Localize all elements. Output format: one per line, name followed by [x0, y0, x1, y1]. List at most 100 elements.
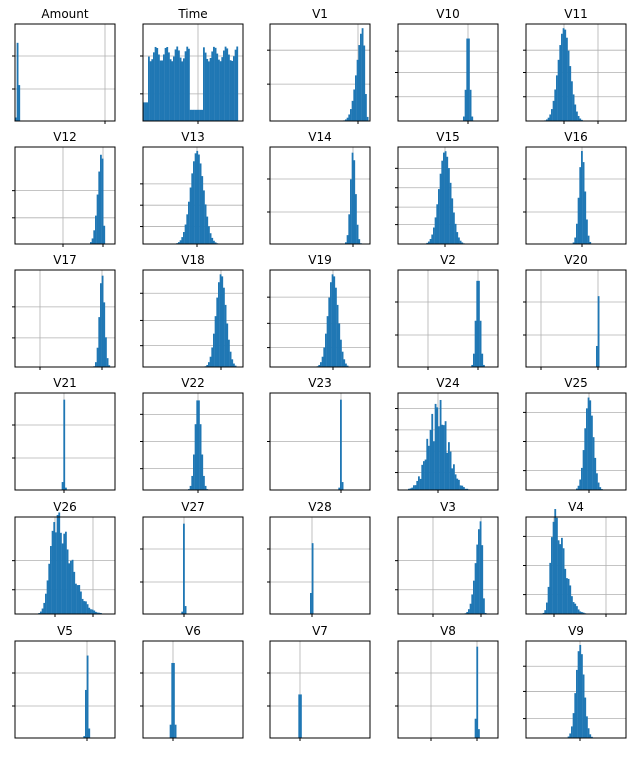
histogram-bar	[189, 187, 192, 244]
histogram-bar	[341, 482, 344, 490]
histogram-bar	[436, 407, 439, 490]
histogram-bar	[552, 100, 555, 121]
panel-title: V17	[53, 253, 76, 267]
plot-frame	[269, 640, 371, 739]
histogram-bar	[184, 224, 187, 244]
histogram-bar	[198, 109, 200, 121]
panel-title: Amount	[41, 7, 88, 21]
histogram-bar	[178, 242, 180, 244]
panel-v15: V15	[395, 130, 499, 247]
histogram-bar	[146, 102, 149, 121]
histogram-bar	[363, 45, 366, 121]
histogram-bar	[223, 50, 225, 121]
histogram-bar	[408, 488, 410, 490]
histogram-bar	[569, 66, 572, 121]
plot-frame	[397, 146, 499, 245]
histogram-bar	[584, 697, 587, 738]
histogram-bar	[186, 214, 189, 244]
histogram-bar	[439, 399, 442, 490]
histogram-bar	[587, 728, 590, 738]
histogram-bar	[189, 485, 192, 490]
histogram-bar	[96, 194, 99, 244]
histogram-bar	[456, 478, 459, 490]
histogram-bar	[556, 75, 558, 121]
plot-frame	[269, 516, 371, 615]
histogram-bar	[48, 563, 51, 614]
histogram-bar	[86, 604, 89, 614]
histogram-bar	[183, 58, 185, 121]
histogram-bar	[572, 713, 575, 738]
histogram-bar	[45, 593, 47, 614]
histogram-bar	[586, 408, 588, 490]
histogram-bar	[203, 475, 205, 490]
histogram-bar	[478, 529, 480, 614]
histogram-bar	[73, 571, 76, 614]
histogram-bar	[201, 176, 204, 244]
plot-frame	[142, 640, 244, 739]
panel-title: V6	[185, 624, 201, 638]
histogram-bar	[572, 602, 575, 614]
histogram-bar	[191, 475, 194, 490]
histogram-bar	[88, 607, 91, 614]
histogram-bar	[346, 117, 349, 121]
histogram-bar	[569, 585, 572, 614]
histogram-bar	[596, 345, 598, 367]
histogram-bar	[466, 488, 469, 490]
panel-title: V8	[440, 624, 456, 638]
histogram-bar	[579, 611, 582, 614]
panel-title: V14	[308, 130, 331, 144]
histogram-bar	[61, 543, 64, 614]
histogram-bar	[96, 347, 99, 367]
histogram-bar	[15, 117, 17, 121]
histogram-bar	[326, 316, 329, 367]
histogram-bar	[446, 156, 449, 244]
histogram-bar	[183, 232, 185, 244]
histogram-bar	[469, 603, 472, 614]
histogram-bar	[444, 421, 447, 490]
histogram-bar	[414, 485, 417, 490]
histogram-bar	[449, 451, 452, 490]
histogram-bar	[589, 734, 592, 738]
histogram-bar	[443, 152, 445, 244]
histogram-bar	[96, 612, 99, 614]
histogram-bar	[418, 476, 420, 490]
histogram-bar	[584, 191, 587, 244]
histogram-bar	[236, 46, 239, 121]
panel-v8: V8	[395, 624, 499, 741]
histogram-bar	[76, 585, 79, 614]
histogram-bar	[428, 241, 430, 244]
histogram-bar	[58, 512, 61, 614]
histogram-bar	[577, 485, 580, 490]
histogram-bar	[433, 441, 435, 490]
histogram-bar	[464, 89, 467, 121]
plot-frame	[14, 516, 116, 615]
histogram-bar	[599, 487, 602, 490]
histogram-bar	[103, 302, 106, 367]
histogram-bar	[345, 363, 347, 367]
histogram-bar	[18, 85, 21, 121]
histogram-bar	[46, 580, 49, 614]
histogram-bar	[463, 116, 465, 121]
histogram-bar	[461, 485, 464, 490]
histogram-bar	[458, 237, 460, 244]
histogram-bar	[310, 592, 312, 614]
histogram-bar	[221, 57, 224, 121]
histogram-bar	[181, 237, 184, 244]
histogram-bar	[579, 167, 582, 244]
histogram-bar	[188, 48, 190, 122]
panel-v19: V19	[267, 253, 371, 370]
histogram-bar	[594, 457, 597, 490]
histogram-bar	[350, 109, 352, 121]
histogram-bar	[91, 238, 94, 244]
histogram-bar	[103, 225, 106, 244]
histogram-bar	[431, 234, 434, 244]
histogram-bar	[169, 59, 172, 121]
histogram-bar	[196, 109, 199, 121]
histogram-bar	[468, 609, 470, 614]
histogram-bar	[433, 227, 435, 244]
histogram-bar	[63, 399, 66, 490]
histogram-bar	[158, 54, 160, 122]
histogram-bar	[213, 333, 215, 367]
histogram-bar	[481, 545, 484, 614]
histogram-bar	[228, 339, 230, 367]
